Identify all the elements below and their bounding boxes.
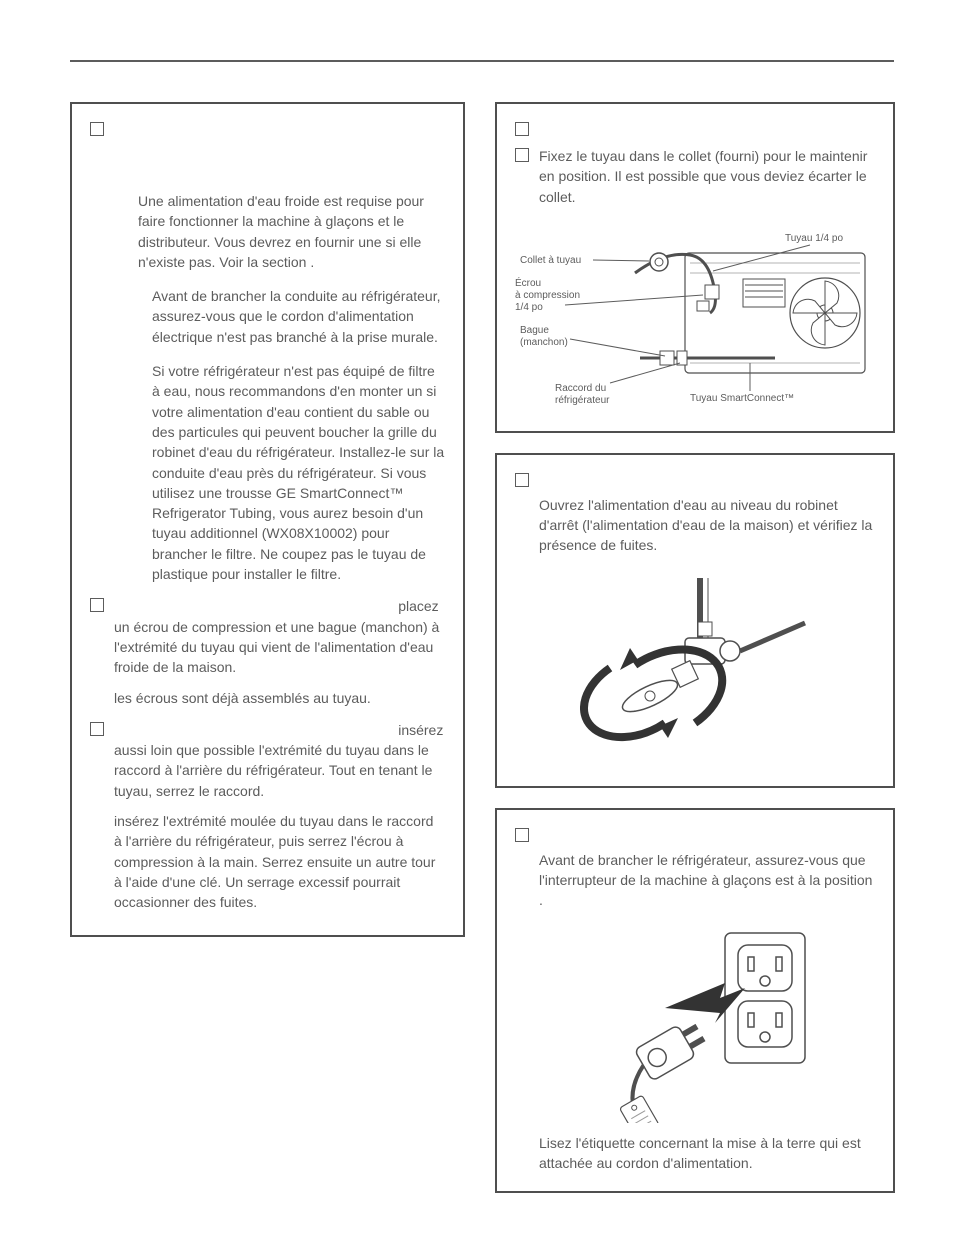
text: Avant de brancher le réfrigérateur, assu… xyxy=(539,852,872,888)
text: aussi loin que possible l'extrémité du t… xyxy=(114,742,432,799)
label-collet: Collet à tuyau xyxy=(520,255,581,266)
checkbox-icon xyxy=(515,473,529,487)
diagram-shutoff-valve xyxy=(515,568,875,768)
checkbox-icon xyxy=(515,828,529,842)
step-8a: ____________________________________ pla… xyxy=(90,596,445,711)
text: un écrou de compression et une bague (ma… xyxy=(114,619,439,676)
label-tuyau14: Tuyau 1/4 po xyxy=(785,233,843,244)
page: Une alimentation d'eau froide est requis… xyxy=(0,0,954,1233)
left-panel: Une alimentation d'eau froide est requis… xyxy=(70,102,465,937)
diagram-tubing-connect: Tuyau 1/4 po Collet à tuyau Écrou à comp… xyxy=(515,223,875,413)
checkbox-icon xyxy=(90,722,104,736)
step-8b: ____________________________________ ins… xyxy=(90,720,445,917)
top-rule xyxy=(70,60,894,62)
text: insérez xyxy=(398,722,443,738)
text: Si votre réfrigérateur n'est pas équipé … xyxy=(152,361,445,584)
checkbox-icon xyxy=(515,122,529,136)
text: Lisez l'étiquette concernant la mise à l… xyxy=(539,1133,875,1174)
right-panel-2: Ouvrez l'alimentation d'eau au niveau du… xyxy=(495,453,895,788)
checkbox-icon xyxy=(90,122,104,136)
right-panel-1: Fixez le tuyau dans le collet (fourni) p… xyxy=(495,102,895,433)
step-7 xyxy=(90,120,445,136)
text: . xyxy=(539,892,543,908)
text: les écrous sont déjà assemblés au tuyau. xyxy=(114,688,445,708)
checkbox-icon xyxy=(90,598,104,612)
text: Fixez le tuyau dans le collet (fourni) p… xyxy=(539,146,875,207)
label-ecrou-2: à compression xyxy=(515,290,580,301)
text: insérez l'extrémité moulée du tuyau dans… xyxy=(114,811,445,912)
two-column-layout: Une alimentation d'eau froide est requis… xyxy=(70,102,894,1193)
text: . xyxy=(310,254,314,270)
label-ecrou-3: 1/4 po xyxy=(515,302,543,313)
checkbox-icon xyxy=(515,148,529,162)
text: Une alimentation d'eau froide est requis… xyxy=(138,193,424,270)
step-7-note-1: Avant de brancher la conduite au réfrigé… xyxy=(128,286,445,351)
label-raccord-2: réfrigérateur xyxy=(555,395,610,406)
text: Ouvrez l'alimentation d'eau au niveau du… xyxy=(539,495,875,556)
diagram-plug-outlet xyxy=(515,923,875,1123)
step-7-intro: Une alimentation d'eau froide est requis… xyxy=(114,191,445,276)
label-raccord-1: Raccord du xyxy=(555,383,606,394)
right-panel-3: Avant de brancher le réfrigérateur, assu… xyxy=(495,808,895,1193)
text: placez xyxy=(398,598,438,614)
label-ecrou-1: Écrou xyxy=(515,276,541,289)
label-smart: Tuyau SmartConnect™ xyxy=(690,393,794,404)
text: Avant de brancher la conduite au réfrigé… xyxy=(152,286,445,347)
label-bague-1: Bague xyxy=(520,325,549,336)
step-7-note-2: Si votre réfrigérateur n'est pas équipé … xyxy=(128,361,445,588)
label-bague-2: (manchon) xyxy=(520,337,568,348)
